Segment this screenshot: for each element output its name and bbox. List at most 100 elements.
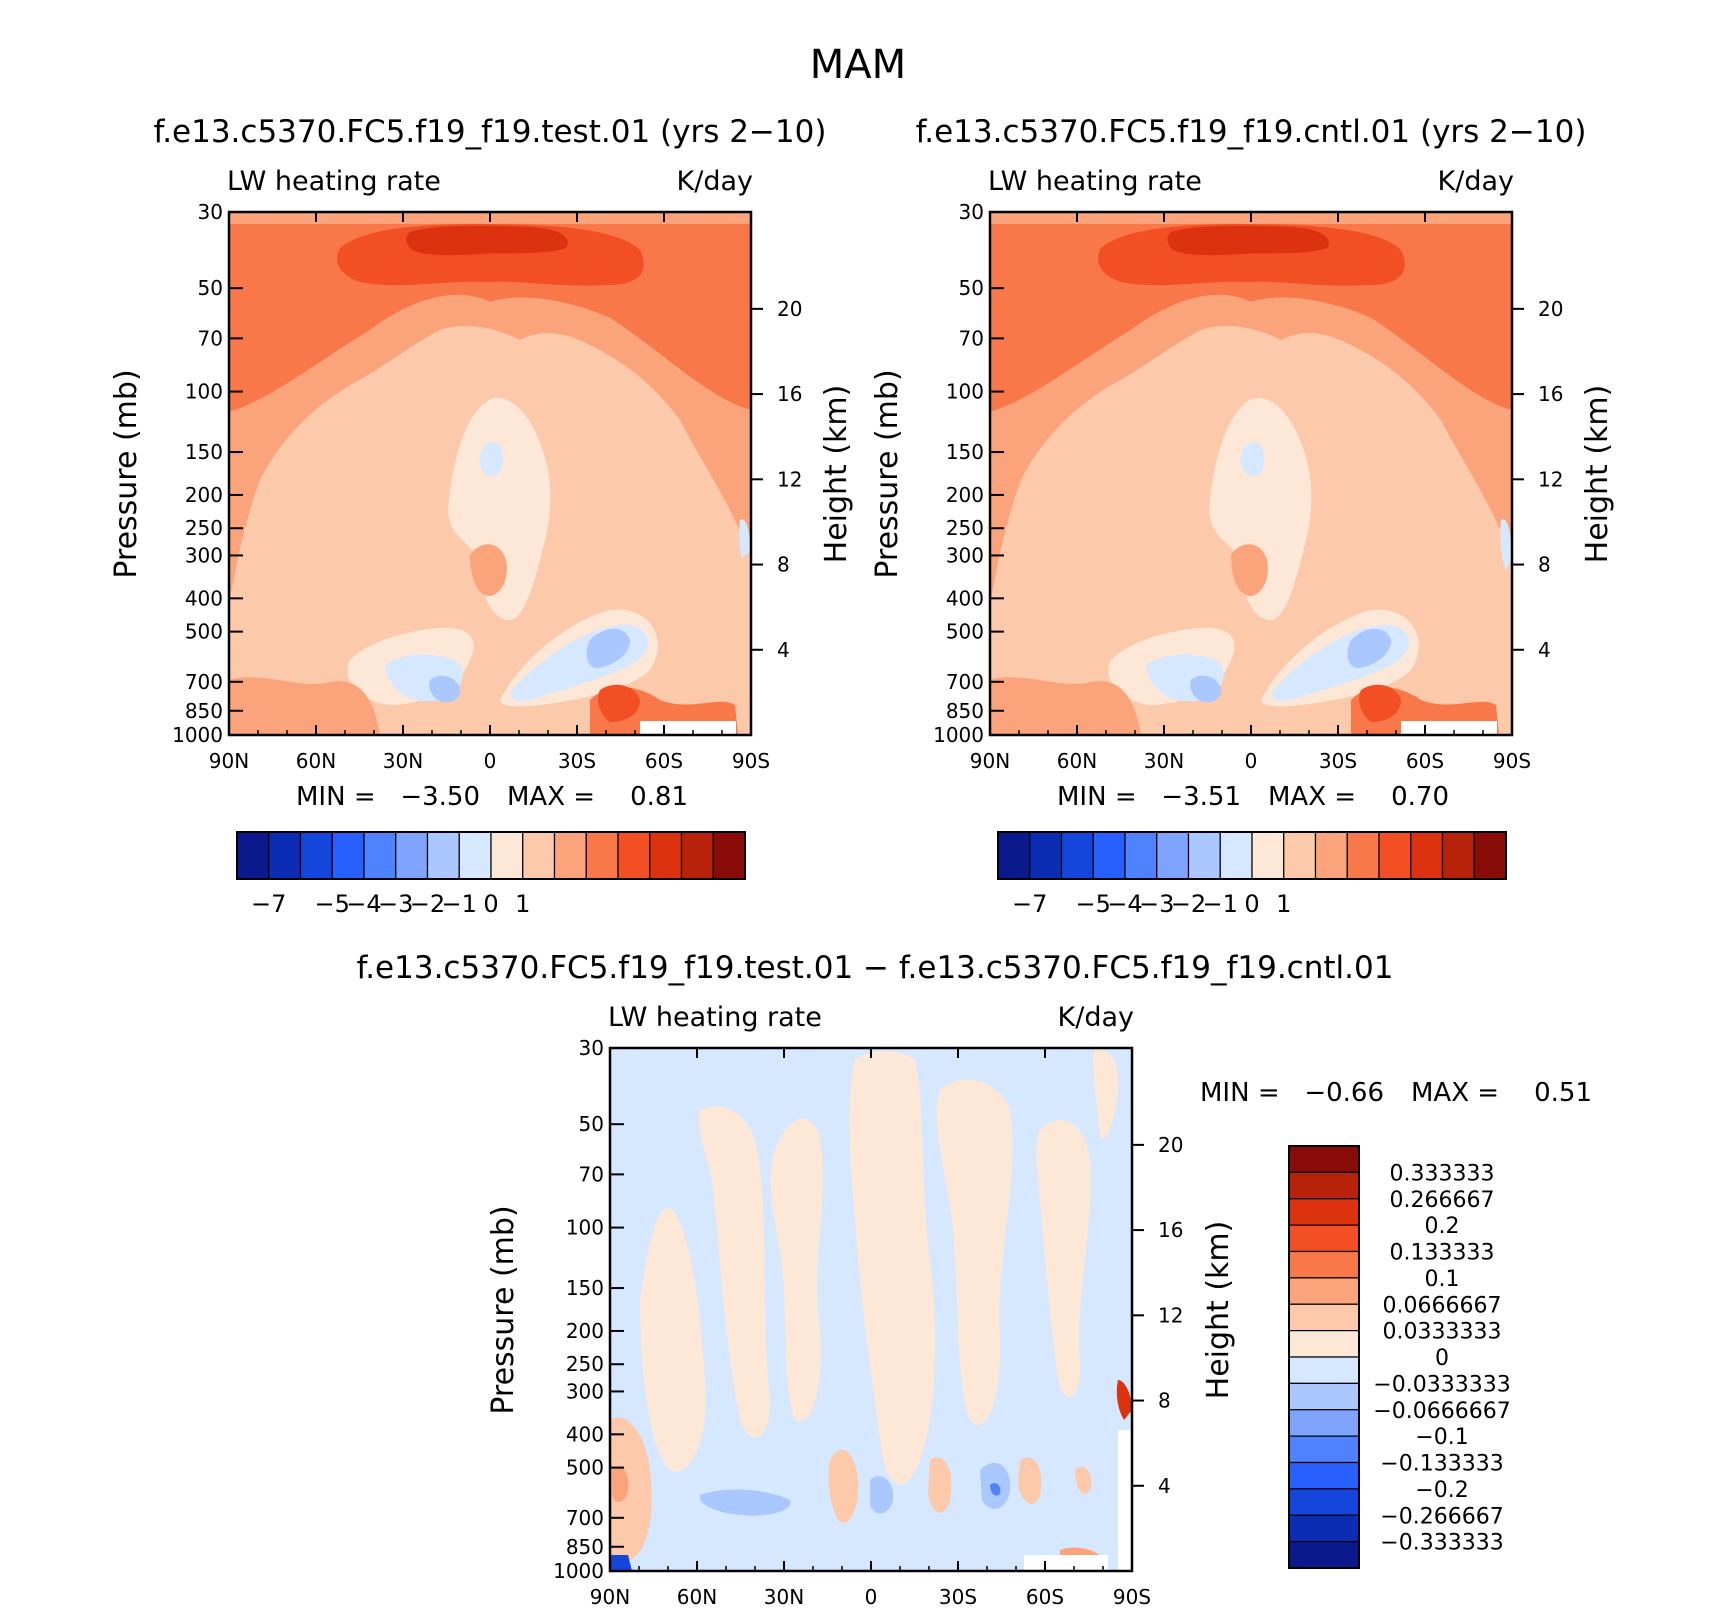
panel-diff-units: K/day <box>1058 1002 1134 1033</box>
colorbar-swatch <box>1288 1330 1360 1358</box>
y-tick-label: 300 <box>185 543 223 567</box>
colorbar-swatch <box>1060 831 1094 880</box>
panel-diff-colorbar: 0.3333330.2666670.20.1333330.10.06666670… <box>1288 1145 1511 1569</box>
y-tick-label: 30 <box>959 200 984 224</box>
y-tick-label: 700 <box>946 670 984 694</box>
panel-test-min-value: −3.50 <box>400 782 480 812</box>
y-tick-label: 150 <box>566 1276 604 1300</box>
y2-tick-label: 8 <box>777 553 790 577</box>
colorbar-label: −3 <box>378 890 413 918</box>
panel-test-title: f.e13.c5370.FC5.f19_f19.test.01 (yrs 2−1… <box>154 114 827 150</box>
panel-test-min-label: MIN = <box>296 782 376 812</box>
y-tick-label: 200 <box>185 483 223 507</box>
panel-diff-left-label: LW heating rate <box>608 1002 822 1033</box>
y-tick-label: 50 <box>959 276 984 300</box>
y2-tick-label: 20 <box>777 297 802 321</box>
colorbar-swatch <box>1288 1514 1360 1543</box>
y-tick-label: 50 <box>579 1112 604 1136</box>
colorbar-label: 0.2 <box>1425 1214 1460 1239</box>
x-tick-label: 30S <box>939 1585 977 1609</box>
x-tick-label: 60S <box>645 749 683 773</box>
colorbar-swatch <box>1288 1461 1360 1490</box>
y2-tick-label: 20 <box>1538 297 1563 321</box>
colorbar-label: 0 <box>1244 890 1259 918</box>
panel-cntl-max-label: MAX = <box>1268 782 1356 812</box>
colorbar-swatch <box>1251 831 1285 880</box>
y-tick-label: 1000 <box>553 1559 604 1583</box>
panel-test-max-value: 0.81 <box>630 782 688 812</box>
colorbar-label: 0.133333 <box>1390 1241 1495 1266</box>
colorbar-label: −0.1 <box>1415 1425 1468 1450</box>
colorbar-swatch <box>1283 831 1317 880</box>
y-tick-label: 500 <box>946 620 984 644</box>
y2-tick-label: 8 <box>1538 553 1551 577</box>
panel-test-colorbar: −7 −5−4−3−2−1 0 1 <box>236 831 746 918</box>
colorbar-label: 0.266667 <box>1390 1188 1495 1213</box>
colorbar-label: −1 <box>442 890 477 918</box>
colorbar-swatch <box>395 831 429 880</box>
x-tick-label: 60N <box>1057 749 1097 773</box>
y-tick-label: 100 <box>185 380 223 404</box>
colorbar-swatch <box>1288 1382 1360 1411</box>
colorbar-swatch <box>1473 831 1507 880</box>
x-tick-label: 0 <box>1245 749 1258 773</box>
y-tick-label: 250 <box>185 516 223 540</box>
x-tick-label: 60N <box>296 749 336 773</box>
colorbar-swatch <box>712 831 746 880</box>
colorbar-label: −4 <box>1107 890 1142 918</box>
panel-diff-axes: 90N 60N 30N 0 30S 60S 90S 30 50 70 100 150 200 250 300… <box>553 1036 1183 1609</box>
y-tick-label: 70 <box>959 326 984 350</box>
colorbar-label: −0.0666667 <box>1373 1399 1510 1424</box>
colorbar-swatch <box>585 831 619 880</box>
colorbar-label: −5 <box>315 890 350 918</box>
panel-cntl-min-label: MIN = <box>1057 782 1137 812</box>
colorbar-swatch <box>1288 1303 1360 1332</box>
panel-diff-ylabel: Pressure (mb) <box>486 1205 521 1414</box>
y-tick-label: 400 <box>185 586 223 610</box>
panel-test-max-label: MAX = <box>507 782 595 812</box>
colorbar-label: −1 <box>1203 890 1238 918</box>
y-tick-label: 1000 <box>172 723 223 747</box>
colorbar-swatch <box>680 831 714 880</box>
colorbar-swatch <box>1288 1171 1360 1200</box>
panel-test: f.e13.c5370.FC5.f19_f19.test.01 (yrs 2−1… <box>109 114 854 918</box>
colorbar-label: −7 <box>251 890 286 918</box>
panel-cntl-axes: 90N 60N 30N 0 30S 60S 90S 30 50 70 100 150 200 250 300… <box>933 200 1563 773</box>
colorbar-swatch <box>1288 1541 1360 1569</box>
x-tick-label: 0 <box>865 1585 878 1609</box>
colorbar-swatch <box>1410 831 1444 880</box>
y-tick-label: 150 <box>946 440 984 464</box>
panel-diff-min-label: MIN = <box>1200 1078 1280 1108</box>
colorbar-label: −0.133333 <box>1380 1452 1503 1477</box>
panel-diff-max-label: MAX = <box>1411 1078 1499 1108</box>
x-tick-label: 0 <box>484 749 497 773</box>
colorbar-label: −0.0333333 <box>1373 1372 1510 1397</box>
y2-tick-label: 16 <box>1158 1218 1183 1242</box>
colorbar-swatch <box>1288 1198 1360 1226</box>
y-tick-label: 1000 <box>933 723 984 747</box>
y-tick-label: 200 <box>946 483 984 507</box>
y-tick-label: 850 <box>946 699 984 723</box>
colorbar-swatch <box>426 831 460 880</box>
colorbar-swatch <box>1346 831 1380 880</box>
colorbar-label: −0.2 <box>1415 1478 1468 1503</box>
x-tick-label: 30S <box>1319 749 1357 773</box>
y-tick-label: 50 <box>198 276 223 300</box>
colorbar-swatch <box>1029 831 1063 880</box>
colorbar-label: −2 <box>1171 890 1206 918</box>
colorbar-label: 0.333333 <box>1390 1161 1495 1186</box>
colorbar-label: −2 <box>410 890 445 918</box>
colorbar-frame <box>1288 1145 1360 1569</box>
panel-test-ylabel: Pressure (mb) <box>109 369 144 578</box>
panel-diff-y2label: Height (km) <box>1201 1221 1236 1400</box>
panel-cntl-left-label: LW heating rate <box>988 166 1202 197</box>
x-tick-label: 90S <box>1113 1585 1151 1609</box>
colorbar-swatch <box>1187 831 1221 880</box>
colorbar-swatch <box>997 831 1031 880</box>
x-tick-label: 60S <box>1406 749 1444 773</box>
colorbar-frame <box>236 831 746 880</box>
figure-title: MAM <box>810 42 906 88</box>
colorbar-label: 1 <box>1276 890 1291 918</box>
colorbar-label: 0.1 <box>1425 1267 1460 1292</box>
